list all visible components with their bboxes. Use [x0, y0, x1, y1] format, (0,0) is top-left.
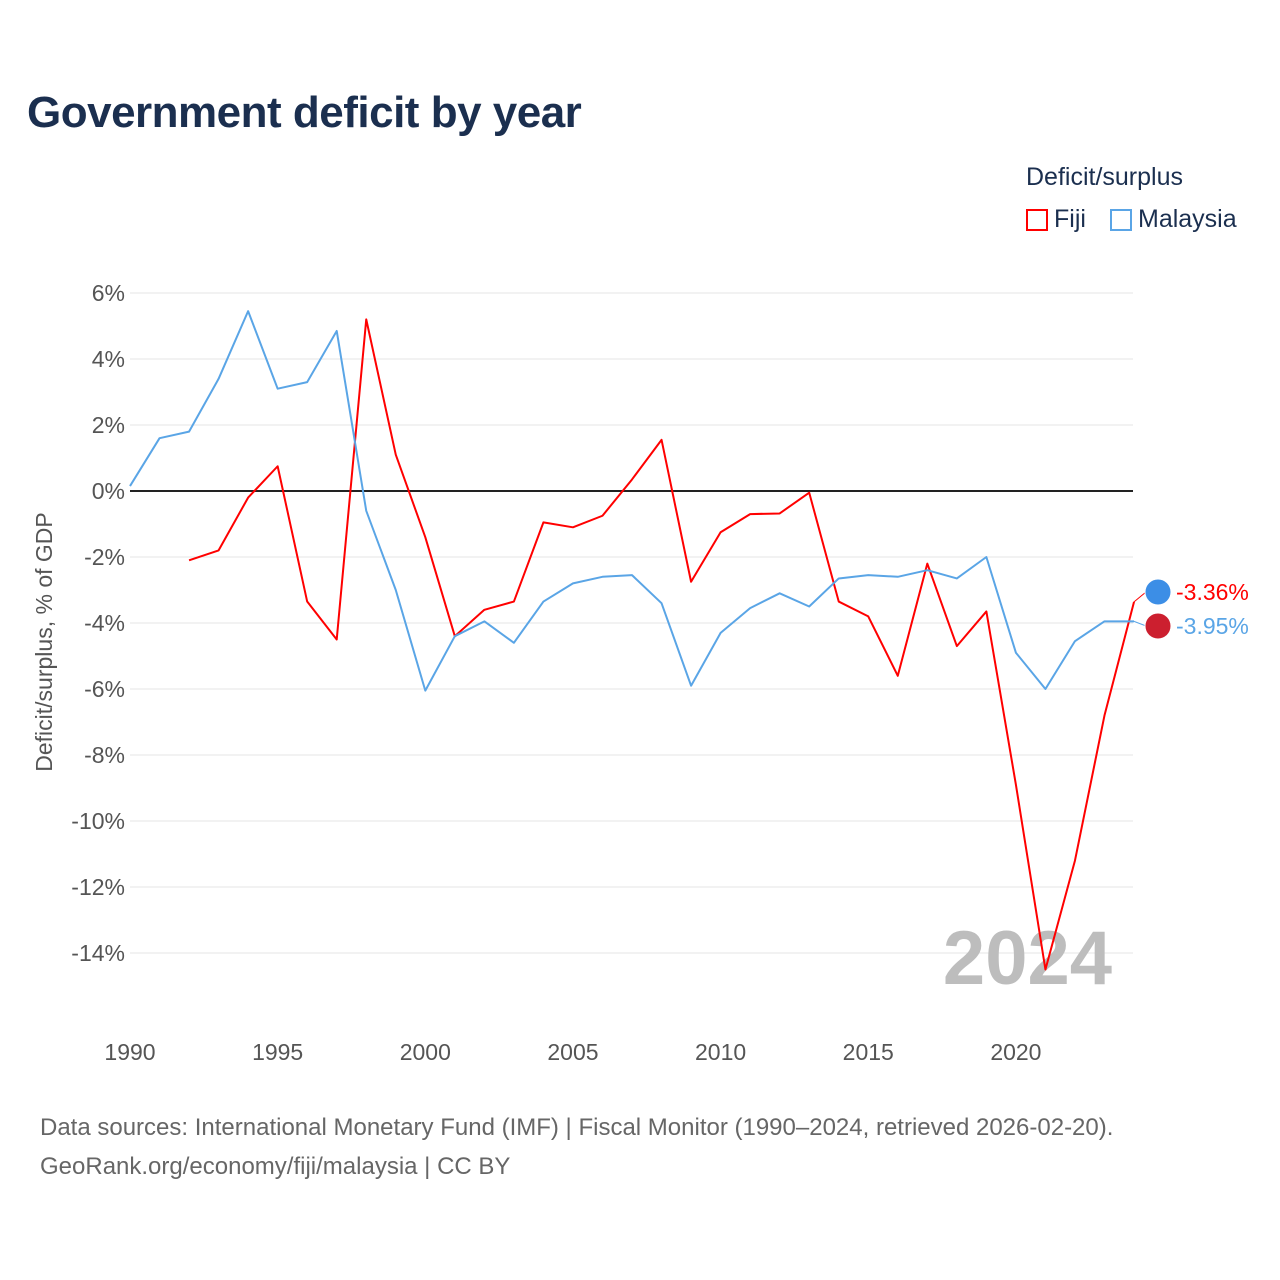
y-tick-label: -10% [71, 808, 125, 834]
x-tick-label: 2015 [843, 1039, 894, 1065]
x-tick-label: 1995 [252, 1039, 303, 1065]
source-line-1: Data sources: International Monetary Fun… [40, 1114, 1114, 1141]
y-tick-label: -2% [84, 544, 125, 570]
legend-swatch-malaysia [1110, 208, 1132, 231]
legend-item-malaysia[interactable]: Malaysia [1110, 205, 1237, 234]
legend-title: Deficit/surplus [1026, 163, 1183, 191]
y-axis-label: Deficit/surplus, % of GDP [31, 512, 57, 771]
series-line-malaysia [129, 310, 1135, 692]
end-value-label: -3.36% [1176, 579, 1249, 605]
x-tick-label: 2000 [400, 1039, 451, 1065]
y-tick-label: 0% [92, 478, 125, 504]
x-tick-label: 2005 [547, 1039, 598, 1065]
end-label-connector [1133, 591, 1147, 603]
end-label-connector [1133, 620, 1147, 627]
end-value-label: -3.95% [1176, 613, 1249, 639]
legend-label: Malaysia [1138, 205, 1237, 233]
source-line-2[interactable]: GeoRank.org/economy/fiji/malaysia | CC B… [40, 1153, 511, 1180]
y-tick-label: -8% [84, 742, 125, 768]
x-tick-label: 1990 [104, 1039, 155, 1065]
y-tick-label: 2% [92, 412, 125, 438]
malaysia-flag-icon [1144, 612, 1172, 640]
legend-label: Fiji [1054, 205, 1086, 233]
y-tick-label: -12% [71, 874, 125, 900]
y-tick-label: -4% [84, 610, 125, 636]
fiji-flag-icon [1144, 578, 1172, 606]
x-tick-label: 2010 [695, 1039, 746, 1065]
source-note: Data sources: International Monetary Fun… [40, 1108, 1113, 1186]
legend-item-fiji[interactable]: Fiji [1026, 205, 1086, 234]
x-tick-label: 2020 [990, 1039, 1041, 1065]
y-tick-label: -6% [84, 676, 125, 702]
y-tick-label: 6% [92, 280, 125, 306]
chart-title: Government deficit by year [27, 88, 582, 137]
y-tick-label: 4% [92, 346, 125, 372]
legend-swatch-fiji [1026, 208, 1048, 231]
series-line-fiji [188, 318, 1135, 971]
y-tick-label: -14% [71, 940, 125, 966]
year-watermark: 2024 [943, 916, 1112, 1001]
